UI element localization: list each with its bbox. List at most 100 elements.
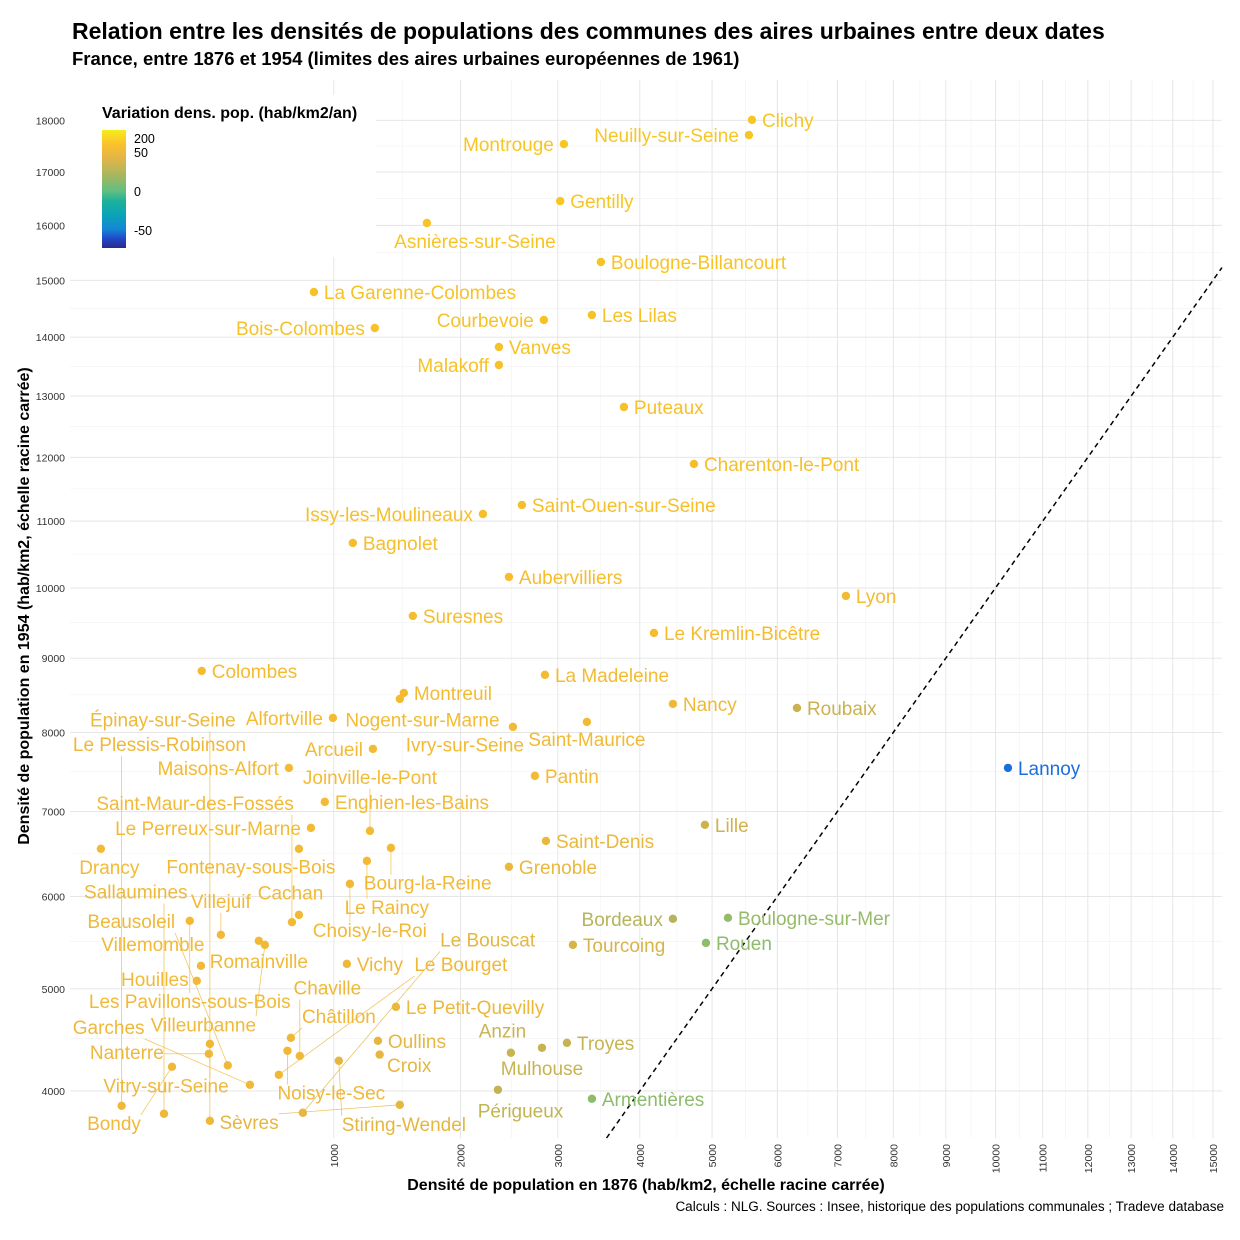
data-point (295, 1051, 304, 1061)
point-label: Courbevoie (437, 311, 534, 332)
data-point (596, 257, 606, 267)
point-label: Saint-Maurice (528, 730, 645, 751)
data-point (508, 722, 518, 732)
x-tick-label: 2000 (456, 1144, 468, 1168)
point-label: Puteaux (634, 398, 704, 419)
data-point (668, 699, 678, 709)
point-label: Vitry-sur-Seine (103, 1077, 228, 1098)
point-label: Joinville-le-Pont (303, 768, 438, 789)
data-point (309, 287, 319, 297)
point-label: Houilles (121, 970, 189, 991)
data-point (286, 1033, 296, 1043)
legend-label: 50 (134, 146, 148, 160)
y-tick-label: 13000 (36, 391, 65, 403)
data-point (185, 916, 194, 926)
data-point (399, 688, 409, 698)
data-point (362, 856, 372, 866)
point-label: Boulogne-sur-Mer (738, 909, 891, 930)
point-label: Armentières (602, 1090, 704, 1111)
point-label: Épinay-sur-Seine (90, 711, 236, 732)
data-point (517, 500, 527, 510)
point-label: Le Bourget (414, 955, 508, 976)
data-point (348, 538, 358, 548)
point-label: Bagnolet (363, 534, 439, 555)
x-tick-label: 15000 (1208, 1144, 1220, 1173)
x-tick-label: 1000 (329, 1144, 341, 1168)
data-point (368, 744, 378, 754)
point-label: Malakoff (417, 356, 489, 377)
point-label: Lannoy (1018, 759, 1081, 780)
point-label: Lille (715, 816, 749, 837)
data-point (334, 1056, 344, 1065)
point-label: Chaville (294, 978, 362, 999)
data-point (562, 1038, 572, 1048)
point-label: Maisons-Alfort (157, 759, 279, 780)
y-tick-label: 15000 (36, 275, 65, 287)
data-point (649, 628, 659, 638)
x-tick-label: 7000 (832, 1144, 844, 1168)
point-label: Le Petit-Quevilly (406, 998, 545, 1019)
data-point (386, 843, 396, 853)
legend-label: 0 (134, 185, 141, 199)
point-label: Boulogne-Billancourt (611, 253, 787, 274)
point-label: Le Raincy (345, 898, 430, 919)
data-point (287, 917, 297, 927)
data-point (159, 1109, 169, 1118)
data-point (395, 1100, 405, 1110)
chart-subtitle: France, entre 1876 et 1954 (limites des … (72, 48, 740, 69)
data-point (298, 1108, 308, 1117)
data-point (408, 611, 418, 621)
y-tick-label: 9000 (42, 653, 66, 665)
point-label: Anzin (479, 1021, 527, 1042)
data-point (530, 771, 540, 781)
data-point (537, 1043, 547, 1052)
data-point (1003, 763, 1013, 773)
point-label: Sèvres (219, 1113, 278, 1134)
data-point (747, 115, 757, 125)
point-label: Asnières-sur-Seine (394, 232, 556, 253)
x-tick-label: 13000 (1126, 1144, 1138, 1173)
data-point (216, 930, 226, 940)
data-point (395, 694, 405, 704)
y-tick-label: 4000 (42, 1086, 66, 1098)
data-point (197, 666, 206, 676)
point-label: Gentilly (570, 192, 634, 213)
leader-line (302, 951, 441, 1114)
y-tick-label: 11000 (37, 516, 66, 528)
point-label: Roubaix (807, 699, 877, 720)
point-label: Bois-Colombes (236, 319, 365, 340)
data-point (320, 797, 330, 807)
leader-line (174, 932, 229, 1066)
point-label: Nogent-sur-Marne (345, 711, 499, 732)
point-label: Bordeaux (582, 910, 664, 931)
point-label: Le Plessis-Robinson (73, 735, 246, 756)
data-point (306, 823, 316, 833)
data-point (556, 196, 565, 206)
data-point (391, 1002, 401, 1012)
point-label: Saint-Maur-des-Fossés (96, 794, 293, 815)
x-tick-label: 9000 (941, 1144, 953, 1168)
legend: Variation dens. pop. (hab/km2/an) 200 50… (70, 95, 376, 257)
point-label: La Garenne-Colombes (324, 283, 516, 304)
data-point (540, 670, 550, 680)
point-label: Issy-les-Moulineaux (305, 505, 473, 526)
data-point (223, 1061, 232, 1070)
y-tick-label: 5000 (42, 984, 66, 996)
point-label: Garches (73, 1018, 145, 1039)
data-point (274, 1070, 284, 1079)
point-label: Pantin (545, 767, 599, 788)
data-point (205, 1039, 215, 1049)
point-label: Nancy (683, 695, 737, 716)
data-point (494, 360, 504, 370)
data-point (700, 820, 710, 830)
data-point (587, 1094, 597, 1103)
data-point (342, 959, 352, 969)
point-label: Suresnes (423, 607, 503, 628)
point-label: Croix (387, 1056, 432, 1077)
point-label: Bondy (87, 1114, 141, 1135)
point-label: Fontenay-sous-Bois (166, 858, 335, 879)
data-point (245, 1080, 255, 1090)
y-tick-label: 17000 (36, 167, 65, 179)
y-tick-label: 18000 (36, 115, 65, 127)
